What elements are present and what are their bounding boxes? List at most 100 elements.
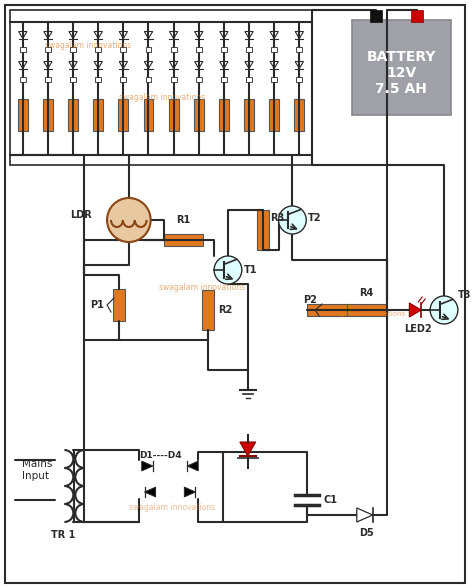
- Text: LED2: LED2: [404, 324, 432, 334]
- Bar: [95, 77, 101, 82]
- Text: BATTERY
12V
7.5 AH: BATTERY 12V 7.5 AH: [367, 50, 436, 96]
- Bar: [144, 99, 154, 131]
- Polygon shape: [94, 62, 102, 68]
- Bar: [164, 234, 203, 246]
- Text: swagalam innovations: swagalam innovations: [129, 503, 215, 512]
- Bar: [257, 210, 269, 250]
- Polygon shape: [94, 32, 102, 38]
- Bar: [194, 99, 204, 131]
- Text: swagalam innovations: swagalam innovations: [159, 283, 245, 292]
- Text: Mains
Input: Mains Input: [22, 459, 52, 481]
- Bar: [296, 77, 302, 82]
- Polygon shape: [144, 62, 153, 68]
- Bar: [370, 10, 382, 22]
- Bar: [146, 47, 152, 52]
- Polygon shape: [240, 442, 255, 456]
- Circle shape: [279, 206, 306, 234]
- Bar: [45, 47, 51, 52]
- Bar: [93, 99, 103, 131]
- Polygon shape: [410, 303, 421, 317]
- Polygon shape: [69, 62, 77, 68]
- Polygon shape: [145, 487, 155, 497]
- Bar: [294, 99, 304, 131]
- Bar: [113, 289, 125, 321]
- Text: T3: T3: [458, 290, 472, 300]
- Bar: [246, 47, 252, 52]
- Text: R4: R4: [360, 288, 374, 298]
- Bar: [95, 47, 101, 52]
- Bar: [43, 99, 53, 131]
- Polygon shape: [18, 62, 27, 68]
- Bar: [146, 77, 152, 82]
- Bar: [10, 10, 312, 165]
- Text: D1----D4: D1----D4: [139, 450, 182, 459]
- Bar: [70, 77, 76, 82]
- Text: T2: T2: [308, 213, 322, 223]
- Polygon shape: [187, 461, 198, 471]
- Text: swagalam innovations: swagalam innovations: [45, 41, 131, 50]
- Text: R2: R2: [218, 305, 232, 315]
- Polygon shape: [119, 32, 128, 38]
- Bar: [347, 304, 386, 316]
- Polygon shape: [144, 32, 153, 38]
- Text: D5: D5: [359, 528, 374, 538]
- Polygon shape: [44, 62, 52, 68]
- Text: C1: C1: [323, 495, 337, 505]
- Bar: [120, 77, 127, 82]
- Text: LDR: LDR: [71, 210, 92, 220]
- Polygon shape: [295, 32, 303, 38]
- Bar: [68, 99, 78, 131]
- Text: TR 1: TR 1: [51, 530, 76, 540]
- Bar: [221, 77, 227, 82]
- Bar: [411, 10, 423, 22]
- Bar: [221, 47, 227, 52]
- Bar: [120, 47, 127, 52]
- Polygon shape: [220, 62, 228, 68]
- Bar: [169, 99, 179, 131]
- Polygon shape: [170, 62, 178, 68]
- Bar: [171, 47, 177, 52]
- Polygon shape: [195, 32, 203, 38]
- Bar: [70, 47, 76, 52]
- Bar: [352, 20, 451, 115]
- Text: T1: T1: [244, 265, 257, 275]
- Polygon shape: [69, 32, 77, 38]
- Polygon shape: [357, 508, 373, 522]
- Bar: [196, 47, 202, 52]
- Text: swagalam innovations: swagalam innovations: [327, 311, 405, 317]
- Circle shape: [107, 198, 151, 242]
- Polygon shape: [119, 62, 128, 68]
- Polygon shape: [245, 62, 253, 68]
- Polygon shape: [195, 62, 203, 68]
- Polygon shape: [142, 461, 153, 471]
- Bar: [45, 77, 51, 82]
- Polygon shape: [245, 32, 253, 38]
- Bar: [246, 77, 252, 82]
- Circle shape: [430, 296, 458, 324]
- Circle shape: [214, 256, 242, 284]
- Bar: [219, 99, 229, 131]
- Bar: [196, 77, 202, 82]
- Polygon shape: [44, 32, 52, 38]
- Bar: [271, 77, 277, 82]
- Bar: [202, 290, 214, 330]
- Polygon shape: [18, 32, 27, 38]
- Bar: [171, 77, 177, 82]
- Polygon shape: [295, 62, 303, 68]
- Polygon shape: [270, 32, 278, 38]
- Bar: [244, 99, 254, 131]
- Polygon shape: [270, 62, 278, 68]
- Bar: [307, 304, 347, 316]
- Bar: [20, 77, 26, 82]
- Text: R3: R3: [271, 213, 285, 223]
- Bar: [296, 47, 302, 52]
- Bar: [271, 47, 277, 52]
- Bar: [118, 99, 128, 131]
- Bar: [20, 47, 26, 52]
- Text: R1: R1: [176, 215, 191, 225]
- Text: P1: P1: [90, 300, 104, 310]
- Text: P2: P2: [303, 295, 317, 305]
- Polygon shape: [170, 32, 178, 38]
- Text: swagalam innovations: swagalam innovations: [119, 93, 205, 102]
- Polygon shape: [220, 32, 228, 38]
